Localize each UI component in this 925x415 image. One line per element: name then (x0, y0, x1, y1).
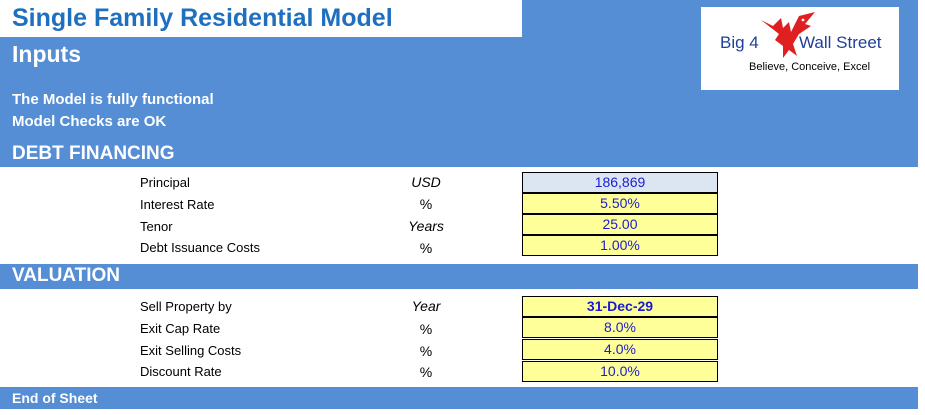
sell-property-by-unit: Year (411, 298, 441, 314)
model-status-text: The Model is fully functional (12, 91, 214, 108)
principal-cell[interactable]: 186,869 (522, 172, 718, 193)
logo-text-right: Wall Street (799, 33, 882, 52)
exit-cap-rate-cell[interactable]: 8.0% (522, 317, 718, 338)
interest-rate-label: Interest Rate (140, 197, 215, 212)
principal-label: Principal (140, 175, 190, 190)
end-of-sheet-text: End of Sheet (12, 390, 98, 406)
valuation-band (0, 264, 918, 289)
company-logo: Big 4 Wall Street Believe, Conceive, Exc… (701, 7, 899, 90)
exit-selling-costs-label: Exit Selling Costs (140, 343, 242, 358)
debt-issuance-costs-unit: % (419, 240, 433, 256)
discount-rate-label: Discount Rate (140, 364, 222, 379)
exit-selling-costs-cell[interactable]: 4.0% (522, 339, 718, 360)
debt-financing-header: DEBT FINANCING (12, 143, 175, 164)
discount-rate-unit: % (419, 364, 433, 380)
principal-unit: USD (411, 174, 441, 190)
debt-issuance-costs-cell[interactable]: 1.00% (522, 235, 718, 256)
logo-text-left: Big 4 (720, 33, 759, 52)
exit-selling-costs-unit: % (419, 343, 433, 359)
debt-issuance-costs-label: Debt Issuance Costs (140, 240, 260, 255)
interest-rate-cell[interactable]: 5.50% (522, 193, 718, 214)
exit-cap-rate-unit: % (419, 321, 433, 337)
exit-cap-rate-label: Exit Cap Rate (140, 321, 221, 336)
interest-rate-unit: % (419, 196, 433, 212)
valuation-header: VALUATION (12, 265, 121, 286)
tenor-unit: Years (408, 218, 444, 234)
tenor-cell[interactable]: 25.00 (522, 214, 718, 235)
page-title: Single Family Residential Model (12, 4, 393, 32)
sell-property-by-cell[interactable]: 31-Dec-29 (522, 296, 718, 317)
section-title: Inputs (12, 41, 81, 67)
title-row (0, 0, 522, 37)
model-checks-text: Model Checks are OK (12, 113, 167, 130)
tenor-label: Tenor (140, 219, 173, 234)
logo-tagline: Believe, Conceive, Excel (749, 61, 871, 73)
eagle-icon (761, 12, 815, 58)
discount-rate-cell[interactable]: 10.0% (522, 361, 718, 382)
sell-property-by-label: Sell Property by (140, 299, 232, 314)
end-of-sheet-band (0, 387, 918, 409)
